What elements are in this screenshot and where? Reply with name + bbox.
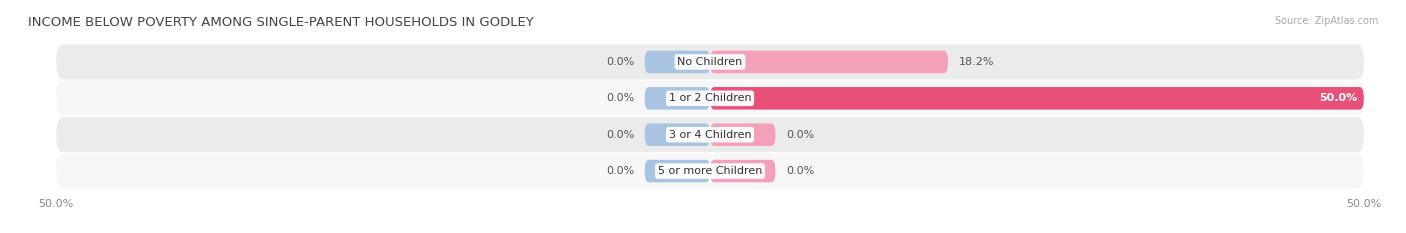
- Text: 0.0%: 0.0%: [786, 166, 814, 176]
- Text: No Children: No Children: [678, 57, 742, 67]
- FancyBboxPatch shape: [644, 160, 710, 182]
- FancyBboxPatch shape: [56, 81, 1364, 116]
- FancyBboxPatch shape: [710, 160, 776, 182]
- Text: 0.0%: 0.0%: [606, 57, 634, 67]
- Text: 0.0%: 0.0%: [786, 130, 814, 140]
- Text: 3 or 4 Children: 3 or 4 Children: [669, 130, 751, 140]
- Text: 0.0%: 0.0%: [606, 93, 634, 103]
- Text: Source: ZipAtlas.com: Source: ZipAtlas.com: [1274, 16, 1378, 26]
- Text: 0.0%: 0.0%: [606, 166, 634, 176]
- FancyBboxPatch shape: [710, 51, 948, 73]
- FancyBboxPatch shape: [644, 123, 710, 146]
- Text: 5 or more Children: 5 or more Children: [658, 166, 762, 176]
- FancyBboxPatch shape: [710, 123, 776, 146]
- Text: 0.0%: 0.0%: [606, 130, 634, 140]
- FancyBboxPatch shape: [644, 51, 710, 73]
- Text: 18.2%: 18.2%: [959, 57, 994, 67]
- FancyBboxPatch shape: [56, 117, 1364, 152]
- FancyBboxPatch shape: [710, 87, 1364, 110]
- FancyBboxPatch shape: [56, 154, 1364, 188]
- Text: 1 or 2 Children: 1 or 2 Children: [669, 93, 751, 103]
- FancyBboxPatch shape: [644, 87, 710, 110]
- FancyBboxPatch shape: [56, 45, 1364, 79]
- Text: 50.0%: 50.0%: [1319, 93, 1357, 103]
- Text: INCOME BELOW POVERTY AMONG SINGLE-PARENT HOUSEHOLDS IN GODLEY: INCOME BELOW POVERTY AMONG SINGLE-PARENT…: [28, 16, 534, 29]
